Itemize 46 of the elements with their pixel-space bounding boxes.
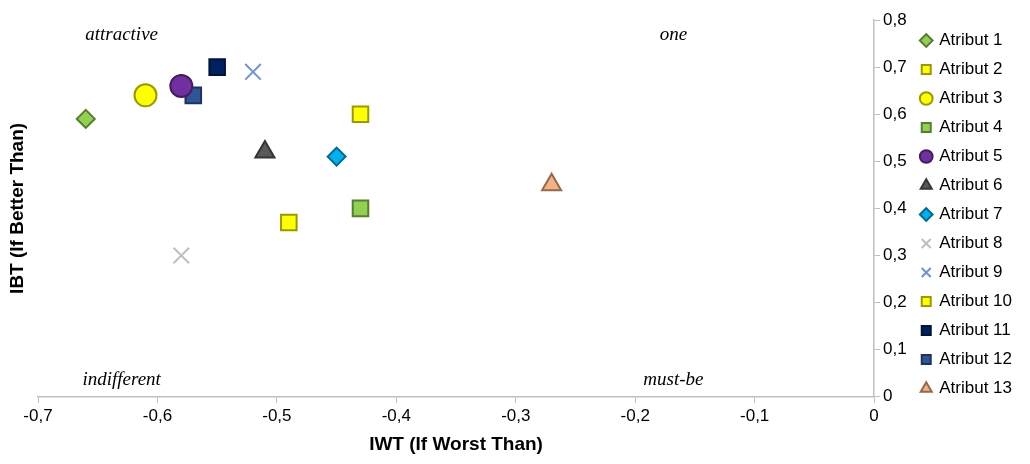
- annotation: indifferent: [82, 367, 162, 389]
- x-tick-label: -0,4: [381, 405, 411, 425]
- legend-label: Atribut 6: [939, 175, 1003, 195]
- x-tick-label: -0,1: [740, 405, 770, 425]
- y-tick-label: 0: [883, 386, 893, 406]
- y-tick-label: 0,7: [883, 56, 907, 76]
- point: [133, 83, 158, 108]
- annotation: one: [659, 23, 688, 45]
- y-tick-label: 0,5: [883, 150, 907, 170]
- point: [280, 213, 298, 232]
- y-tick-label: 0,6: [883, 103, 907, 123]
- point: [351, 105, 370, 123]
- x-tick-label: -0,6: [142, 405, 173, 425]
- legend-label: Atribut 7: [939, 204, 1003, 224]
- legend-label: Atribut 12: [939, 349, 1012, 369]
- y-tick-label: 0,4: [883, 198, 907, 218]
- point: [351, 199, 370, 218]
- y-axis-title: IBT (If Better Than): [6, 122, 28, 294]
- x-tick-label: -0,7: [23, 405, 53, 425]
- point: [172, 246, 191, 265]
- legend-label: Atribut 8: [939, 233, 1003, 253]
- y-tick-label: 0,3: [883, 245, 907, 265]
- annotation: attractive: [85, 23, 159, 45]
- x-tick-label: -0,2: [620, 405, 650, 425]
- point: [169, 73, 194, 98]
- point: [326, 146, 347, 167]
- legend-label: Atribut 10: [939, 291, 1012, 311]
- x-axis-title: IWT (If Worst Than): [369, 432, 543, 454]
- y-tick-label: 0,1: [883, 339, 907, 359]
- annotation: must-be: [643, 367, 704, 389]
- legend-label: Atribut 1: [939, 30, 1003, 50]
- x-tick-label: -0,5: [262, 405, 292, 425]
- legend-label: Atribut 2: [939, 59, 1003, 79]
- legend-label: Atribut 5: [939, 146, 1003, 166]
- legend-label: Atribut 13: [939, 378, 1012, 398]
- legend-label: Atribut 9: [939, 262, 1003, 282]
- point: [75, 108, 96, 129]
- y-tick-label: 0,2: [883, 292, 907, 312]
- legend-label: Atribut 4: [939, 117, 1003, 137]
- point: [208, 58, 226, 76]
- x-tick-label: 0: [869, 405, 879, 425]
- point: [244, 63, 262, 81]
- y-tick-label: 0,8: [883, 9, 907, 29]
- legend-label: Atribut 11: [939, 320, 1011, 340]
- legend-label: Atribut 3: [939, 88, 1003, 108]
- x-tick-label: -0,3: [501, 405, 531, 425]
